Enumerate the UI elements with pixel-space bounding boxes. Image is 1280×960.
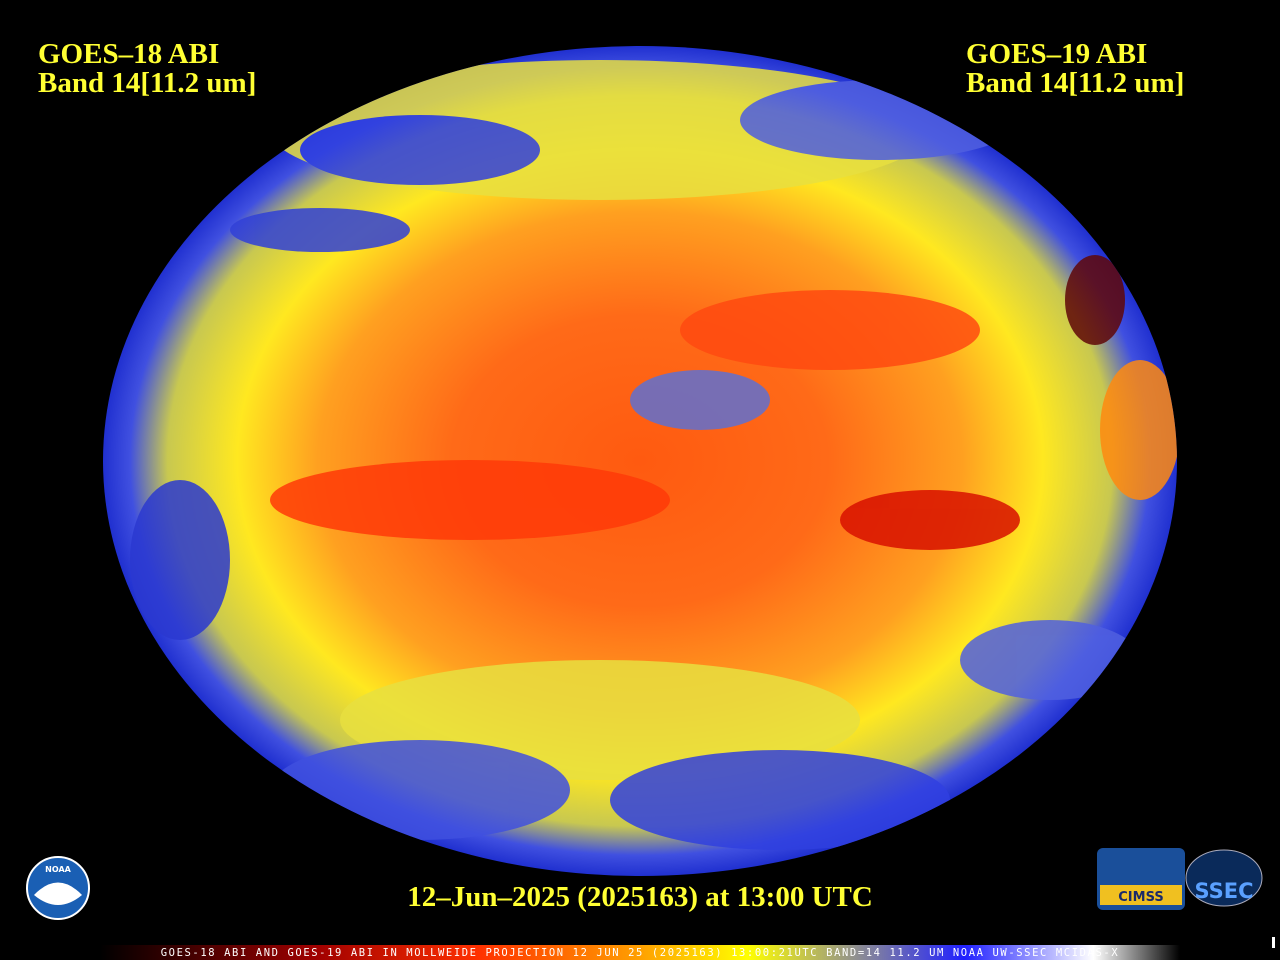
ssec-label: SSEC — [1194, 879, 1253, 903]
ssec-logo: SSEC — [1185, 849, 1263, 907]
left-satellite: GOES–18 ABI — [38, 38, 219, 70]
right-satellite: GOES–19 ABI — [966, 38, 1147, 70]
globe-image — [103, 46, 1177, 876]
cimss-logo: CIMSS — [1097, 848, 1185, 910]
noaa-logo: NOAA — [26, 856, 90, 920]
corner-marker — [1272, 937, 1275, 948]
footer-caption: GOES-18 ABI AND GOES-19 ABI IN MOLLWEIDE… — [161, 947, 1120, 959]
color-bar — [100, 945, 1180, 960]
cimss-label: CIMSS — [1118, 890, 1163, 905]
timestamp: 12–Jun–2025 (2025163) at 13:00 UTC — [407, 881, 873, 913]
left-band: Band 14[11.2 um] — [38, 67, 256, 99]
noaa-label: NOAA — [45, 865, 71, 874]
right-band: Band 14[11.2 um] — [966, 67, 1184, 99]
